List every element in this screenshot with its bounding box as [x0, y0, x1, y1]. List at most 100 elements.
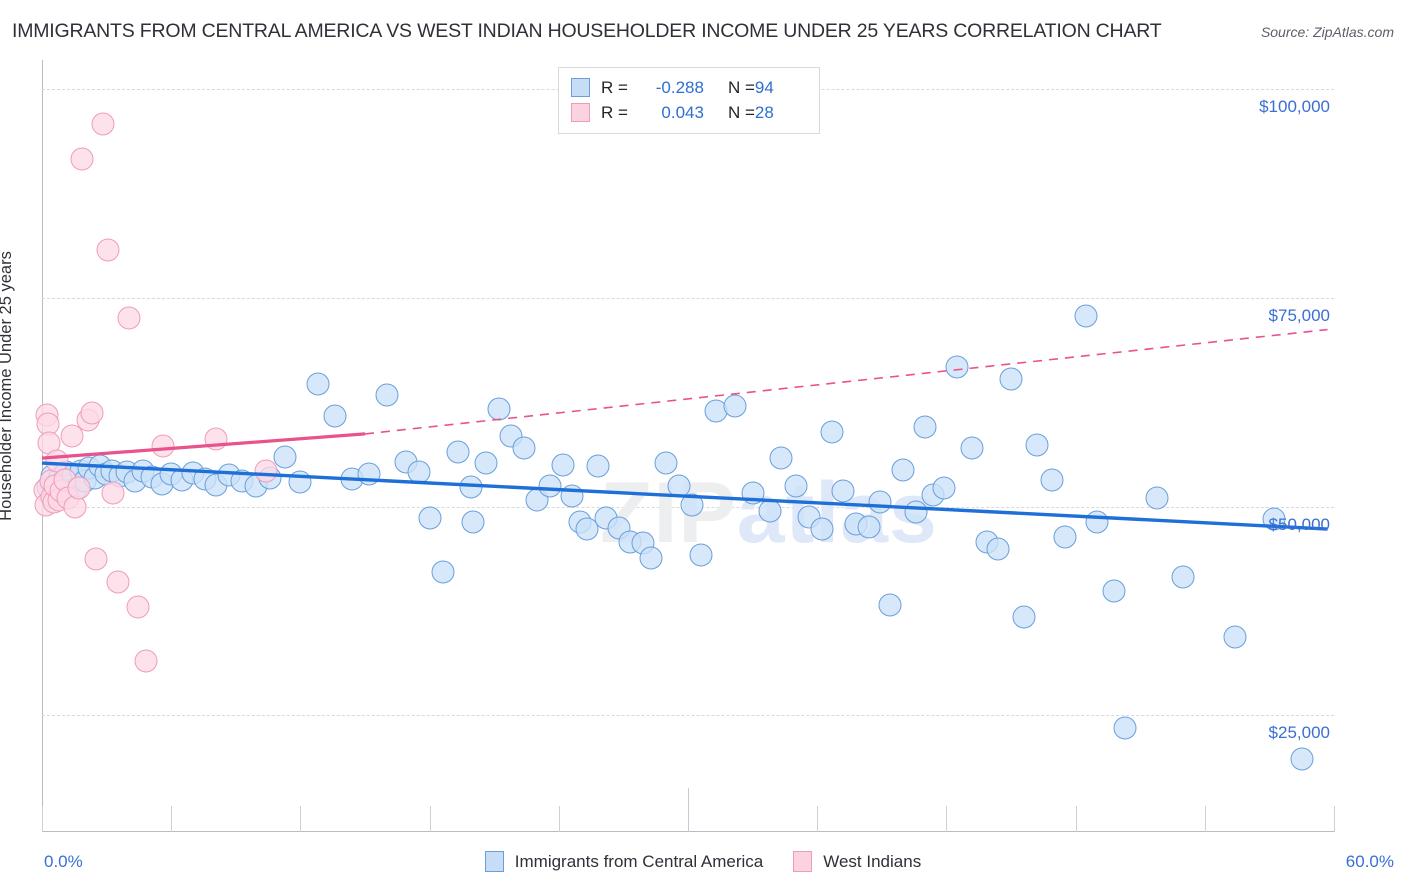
- stats-row-pink: R = 0.043 N = 28: [571, 100, 809, 125]
- data-point[interactable]: [891, 458, 915, 482]
- data-point[interactable]: [769, 446, 793, 470]
- data-point[interactable]: [1223, 625, 1247, 649]
- data-point[interactable]: [70, 147, 94, 171]
- x-axis-tick-3: [429, 806, 431, 832]
- data-point[interactable]: [784, 474, 808, 498]
- data-point[interactable]: [868, 490, 892, 514]
- data-point[interactable]: [857, 515, 881, 539]
- data-point[interactable]: [84, 547, 108, 571]
- r-label-blue: R =: [601, 77, 628, 97]
- y-axis-label-100000: $100,000: [1259, 97, 1330, 117]
- stats-row-blue: R = -0.288 N = 94: [571, 75, 809, 100]
- data-point[interactable]: [689, 543, 713, 567]
- data-point[interactable]: [431, 560, 455, 584]
- data-point[interactable]: [96, 238, 120, 262]
- data-point[interactable]: [538, 474, 562, 498]
- data-point[interactable]: [80, 401, 104, 425]
- data-point[interactable]: [323, 404, 347, 428]
- data-point[interactable]: [407, 460, 431, 484]
- data-point[interactable]: [288, 470, 312, 494]
- x-axis-tick-2: [300, 806, 302, 832]
- data-point[interactable]: [680, 493, 704, 517]
- data-point[interactable]: [254, 459, 278, 483]
- legend-color-box-pink: [793, 851, 813, 872]
- legend-color-box-blue: [484, 851, 504, 872]
- data-point[interactable]: [1012, 605, 1036, 629]
- data-point[interactable]: [1040, 468, 1064, 492]
- trend-line-west-indians-dashed: [364, 328, 1328, 435]
- data-point[interactable]: [986, 537, 1010, 561]
- data-point[interactable]: [91, 112, 115, 136]
- data-point[interactable]: [820, 420, 844, 444]
- data-point[interactable]: [357, 462, 381, 486]
- y-axis-label-50000: $50,000: [1268, 514, 1330, 534]
- x-axis-tick-10: [1334, 806, 1335, 832]
- data-point[interactable]: [878, 593, 902, 617]
- data-point[interactable]: [1290, 747, 1314, 771]
- data-point[interactable]: [1145, 486, 1169, 510]
- data-point[interactable]: [461, 510, 485, 534]
- n-value-blue: 94: [754, 77, 774, 97]
- trend-line-west-indians-solid: [41, 432, 366, 460]
- data-point[interactable]: [831, 479, 855, 503]
- x-axis-tick-5: [688, 788, 689, 832]
- data-point[interactable]: [1113, 716, 1137, 740]
- data-point[interactable]: [106, 570, 130, 594]
- data-point[interactable]: [999, 367, 1023, 391]
- x-axis-tick-6: [817, 806, 819, 832]
- data-point[interactable]: [126, 595, 150, 619]
- data-point[interactable]: [932, 476, 956, 500]
- data-point[interactable]: [654, 451, 678, 475]
- data-point[interactable]: [586, 454, 610, 478]
- data-point[interactable]: [375, 383, 399, 407]
- data-point[interactable]: [487, 397, 510, 421]
- data-point[interactable]: [945, 355, 969, 379]
- data-point[interactable]: [1025, 433, 1049, 457]
- source-attribution: Source: ZipAtlas.com: [1260, 24, 1394, 40]
- data-point[interactable]: [810, 517, 833, 541]
- data-point[interactable]: [512, 436, 536, 460]
- correlation-stats-legend: R = -0.288 N = 94 R = 0.043 N = 28: [558, 67, 820, 134]
- data-point[interactable]: [741, 481, 765, 505]
- data-point[interactable]: [1074, 304, 1098, 328]
- data-point[interactable]: [134, 649, 158, 673]
- data-point[interactable]: [446, 440, 470, 464]
- legend-label-blue: Immigrants from Central America: [514, 851, 764, 871]
- data-point[interactable]: [273, 445, 297, 469]
- legend-swatch-west-indians: [571, 103, 590, 122]
- data-point[interactable]: [306, 372, 330, 396]
- legend-item-immigrants-central-america[interactable]: Immigrants from Central America: [484, 851, 764, 872]
- data-point[interactable]: [204, 427, 228, 451]
- r-value-blue: -0.288: [655, 77, 704, 97]
- data-point[interactable]: [551, 453, 575, 477]
- data-point[interactable]: [117, 306, 141, 330]
- data-point[interactable]: [1085, 510, 1109, 534]
- data-point[interactable]: [474, 451, 498, 475]
- data-point[interactable]: [723, 394, 747, 418]
- data-point[interactable]: [459, 475, 482, 499]
- y-axis-label-75000: $75,000: [1268, 305, 1330, 325]
- data-point[interactable]: [1171, 565, 1195, 589]
- data-point[interactable]: [418, 506, 442, 530]
- data-point[interactable]: [1102, 579, 1126, 603]
- data-point[interactable]: [151, 434, 175, 458]
- data-point[interactable]: [960, 436, 984, 460]
- data-point[interactable]: [560, 484, 584, 508]
- gridline-25000: [42, 715, 1334, 717]
- x-axis-max-label: 60.0%: [1345, 852, 1394, 871]
- r-label-pink: R =: [601, 102, 628, 122]
- data-point[interactable]: [639, 546, 663, 570]
- data-point[interactable]: [913, 415, 937, 439]
- data-point[interactable]: [101, 481, 125, 505]
- legend-item-west-indians[interactable]: West Indians: [793, 851, 921, 872]
- data-point[interactable]: [904, 500, 928, 524]
- data-point[interactable]: [1053, 525, 1077, 549]
- gridline-75000: [42, 297, 1334, 299]
- series-legend: Immigrants from Central America West Ind…: [0, 851, 1406, 872]
- data-point[interactable]: [758, 499, 782, 523]
- x-axis-tick-1: [171, 806, 173, 832]
- data-point[interactable]: [67, 476, 91, 500]
- r-value-pink: 0.043: [661, 102, 704, 122]
- n-label-blue: N =: [727, 77, 755, 97]
